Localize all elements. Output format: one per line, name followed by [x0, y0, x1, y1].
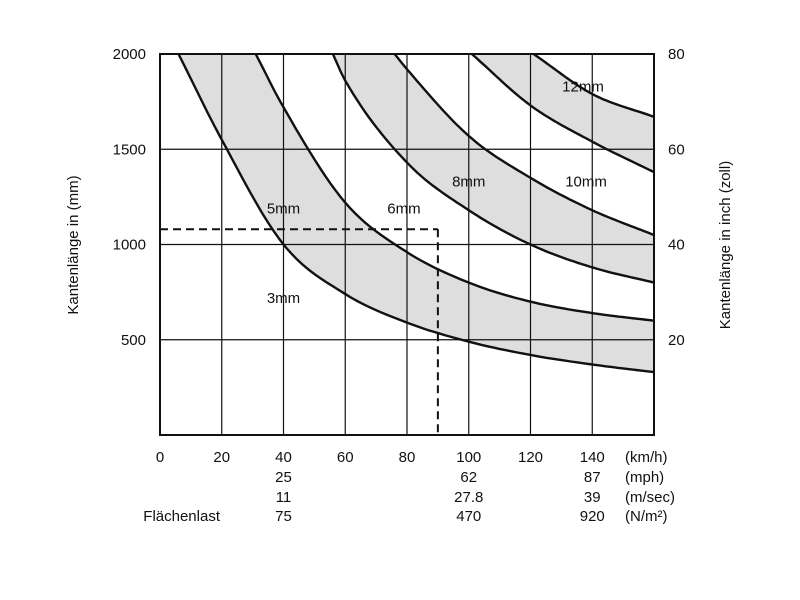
curve-label-5mm: 5mm — [267, 200, 300, 217]
x-row3-label-0: 75 — [275, 508, 292, 525]
x-row0-label-2: 40 — [275, 449, 292, 466]
curve-label-8mm: 8mm — [452, 174, 485, 191]
x-row2-unit: (m/sec) — [625, 489, 675, 506]
line-6mm — [331, 53, 655, 284]
x-row2-label-2: 39 — [584, 489, 601, 506]
x-row0-label-0: 0 — [156, 449, 164, 466]
reference-dashed-lines — [160, 228, 439, 435]
curve-label-3mm: 3mm — [267, 290, 300, 307]
y-right-tick-40: 40 — [668, 237, 685, 254]
line-3mm — [177, 53, 655, 374]
x-tick-rows: 0 20 40 60 80 100 120 140 (km/h) 25 62 87 (mph) 11 27.… — [143, 449, 675, 525]
x-row0-label-5: 100 — [456, 449, 481, 466]
x-row3-label-2: 920 — [580, 508, 605, 525]
curve-label-6mm: 6mm — [387, 200, 420, 217]
x-row1-label-2: 87 — [584, 469, 601, 486]
x-row2-label-0: 11 — [276, 489, 292, 506]
y-tick-2000: 2000 — [113, 46, 146, 63]
curve-label-10mm: 10mm — [565, 174, 607, 191]
x-row1-label-1: 62 — [460, 469, 477, 486]
x-row3-row-label: Flächenlast — [143, 508, 221, 525]
curve-labels: 12mm 10mm 8mm 6mm 5mm 3mm — [267, 78, 607, 306]
line-10mm — [471, 53, 655, 174]
band-10mm-12mm — [471, 54, 654, 173]
plot-border — [159, 53, 655, 436]
y-tick-labels: 500 1000 1500 2000 — [113, 46, 146, 349]
x-row1-unit: (mph) — [625, 469, 664, 486]
x-row0-unit: (km/h) — [625, 449, 668, 466]
x-row3-label-1: 470 — [456, 508, 481, 525]
y-tick-1500: 1500 — [113, 141, 146, 158]
plot-frame — [159, 53, 655, 436]
x-row1-label-0: 25 — [275, 469, 292, 486]
y-right-tick-60: 60 — [668, 141, 685, 158]
y-tick-1000: 1000 — [113, 237, 146, 254]
x-row0-label-4: 80 — [399, 449, 416, 466]
y-tick-500: 500 — [121, 332, 146, 349]
x-row0-label-1: 20 — [213, 449, 230, 466]
band-6mm-8mm — [332, 54, 654, 283]
y-right-tick-80: 80 — [668, 46, 685, 63]
series-lines — [177, 53, 655, 374]
y-axis-title: Kantenlänge in (mm) — [65, 175, 82, 314]
line-8mm — [393, 53, 655, 237]
x-row2-label-1: 27.8 — [454, 489, 483, 506]
x-row0-label-7: 140 — [580, 449, 605, 466]
line-12mm — [532, 53, 655, 119]
x-row0-label-6: 120 — [518, 449, 543, 466]
x-row3-unit: (N/m²) — [625, 508, 667, 525]
y-right-tick-labels: 20 40 60 80 — [668, 46, 685, 349]
y-axis-right-title: Kantenlänge in inch (zoll) — [717, 161, 734, 329]
line-5mm — [254, 53, 655, 322]
x-row0-label-3: 60 — [337, 449, 354, 466]
curve-label-12mm: 12mm — [562, 78, 604, 95]
y-right-tick-20: 20 — [668, 332, 685, 349]
